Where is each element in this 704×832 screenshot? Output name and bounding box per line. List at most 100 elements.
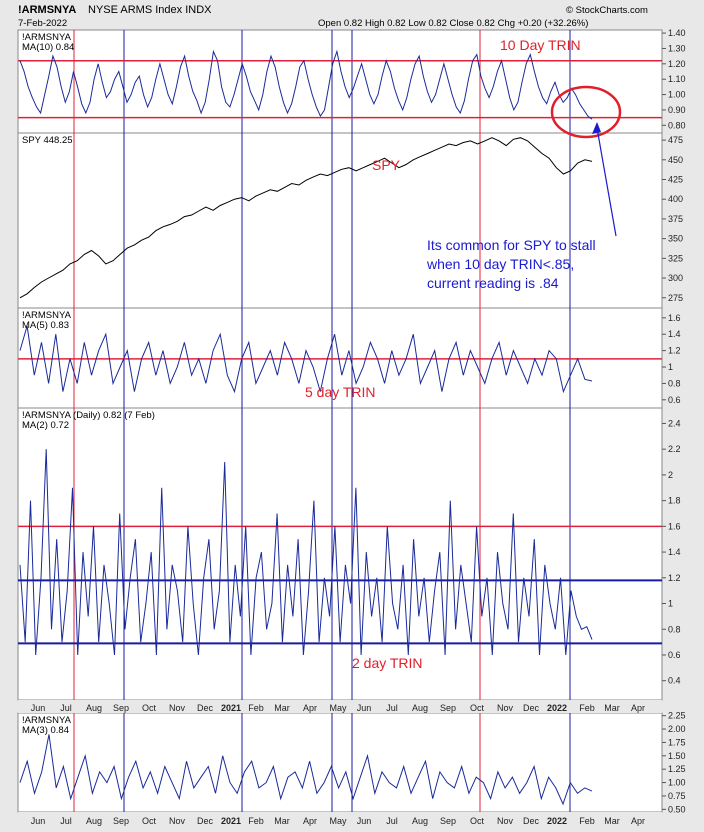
xtick-label-1-19: 2022 xyxy=(547,816,567,826)
xtick-label-0-12: Jun xyxy=(357,703,372,713)
annotation-note-1: Its common for SPY to stall xyxy=(427,237,596,253)
annotation-5day: 5 day TRIN xyxy=(305,384,376,400)
xtick-label-0-19: 2022 xyxy=(547,703,567,713)
header-ohlc: Open 0.82 High 0.82 Low 0.82 Close 0.82 … xyxy=(318,18,588,29)
series-line-2 xyxy=(19,137,593,299)
ytick-label-0-0: 0.80 xyxy=(668,120,686,130)
ytick-label-2-3: 1.2 xyxy=(668,346,681,356)
ytick-label-4-7: 2.25 xyxy=(668,711,686,721)
xtick-label-1-6: Dec xyxy=(197,816,214,826)
panel-1 xyxy=(17,29,663,134)
xtick-label-0-10: Apr xyxy=(303,703,317,713)
ytick-label-4-0: 0.50 xyxy=(668,804,686,814)
ytick-label-1-5: 400 xyxy=(668,194,683,204)
ytick-label-4-2: 1.00 xyxy=(668,778,686,788)
series-line-5 xyxy=(19,734,593,806)
panel-label-p5b: MA(3) 0.84 xyxy=(22,725,69,736)
ytick-label-3-9: 2.2 xyxy=(668,444,681,454)
xtick-label-1-11: May xyxy=(329,816,347,826)
ytick-label-2-1: 0.8 xyxy=(668,378,681,388)
ytick-label-1-3: 350 xyxy=(668,234,683,244)
xtick-label-1-8: Feb xyxy=(248,816,264,826)
panel-label-p4b: MA(2) 0.72 xyxy=(22,420,69,431)
xtick-label-0-0: Jun xyxy=(31,703,46,713)
highlight-circle xyxy=(550,85,622,139)
xtick-label-1-7: 2021 xyxy=(221,816,241,826)
header-date: 7-Feb-2022 xyxy=(18,18,67,29)
ytick-label-2-5: 1.6 xyxy=(668,313,681,323)
xtick-label-0-6: Dec xyxy=(197,703,214,713)
panel-label-p3a: !ARMSNYA xyxy=(22,310,72,321)
series-line-3 xyxy=(19,325,593,394)
header-name: NYSE ARMS Index INDX xyxy=(88,4,212,16)
xtick-label-0-9: Mar xyxy=(274,703,290,713)
ytick-label-4-1: 0.75 xyxy=(668,791,686,801)
panel-label-p4a: !ARMSNYA (Daily) 0.82 (7 Feb) xyxy=(22,410,155,421)
annotation-arrow xyxy=(596,127,617,237)
ytick-label-1-0: 275 xyxy=(668,293,683,303)
xtick-label-0-13: Jul xyxy=(386,703,398,713)
ytick-label-3-0: 0.4 xyxy=(668,676,681,686)
x-axis-band-1 xyxy=(18,700,662,713)
annotation-spy: SPY xyxy=(372,157,401,173)
xtick-label-0-14: Aug xyxy=(412,703,428,713)
xtick-label-1-17: Nov xyxy=(497,816,514,826)
header-symbol: !ARMSNYA xyxy=(18,4,76,16)
ytick-label-1-1: 300 xyxy=(668,273,683,283)
panel-3 xyxy=(17,307,663,409)
ytick-label-2-2: 1 xyxy=(668,362,673,372)
ytick-label-2-4: 1.4 xyxy=(668,329,681,339)
panel-label-p5a: !ARMSNYA xyxy=(22,715,72,726)
xtick-label-1-5: Nov xyxy=(169,816,186,826)
xtick-label-0-22: Apr xyxy=(631,703,645,713)
ytick-label-1-6: 425 xyxy=(668,175,683,185)
annotation-2day: 2 day TRIN xyxy=(352,655,423,671)
xtick-label-0-21: Mar xyxy=(604,703,620,713)
ytick-label-4-5: 1.75 xyxy=(668,737,686,747)
series-line-1 xyxy=(19,49,593,120)
annotation-10day: 10 Day TRIN xyxy=(500,37,581,53)
panel-2 xyxy=(17,132,663,309)
x-axis-band-2 xyxy=(18,812,662,828)
panel-label-p1b: MA(10) 0.84 xyxy=(22,42,74,53)
xtick-label-0-5: Nov xyxy=(169,703,186,713)
xtick-label-0-11: May xyxy=(329,703,347,713)
ytick-label-2-0: 0.6 xyxy=(668,395,681,405)
xtick-label-0-1: Jul xyxy=(60,703,72,713)
xtick-label-1-15: Sep xyxy=(440,816,456,826)
panel-4 xyxy=(17,407,663,701)
xtick-label-0-2: Aug xyxy=(86,703,102,713)
xtick-label-1-14: Aug xyxy=(412,816,428,826)
ytick-label-1-7: 450 xyxy=(668,155,683,165)
xtick-label-1-2: Aug xyxy=(86,816,102,826)
xtick-label-1-3: Sep xyxy=(113,816,129,826)
xtick-label-1-10: Apr xyxy=(303,816,317,826)
xtick-label-0-18: Dec xyxy=(523,703,540,713)
ytick-label-3-1: 0.6 xyxy=(668,650,681,660)
ytick-label-0-4: 1.20 xyxy=(668,59,686,69)
xtick-label-1-4: Oct xyxy=(142,816,157,826)
header-brand: © StockCharts.com xyxy=(566,5,648,16)
ytick-label-1-2: 325 xyxy=(668,253,683,263)
xtick-label-0-4: Oct xyxy=(142,703,157,713)
xtick-label-0-20: Feb xyxy=(579,703,595,713)
ytick-label-1-8: 475 xyxy=(668,135,683,145)
series-line-4 xyxy=(19,449,593,656)
ytick-label-1-4: 375 xyxy=(668,214,683,224)
xtick-label-1-16: Oct xyxy=(470,816,485,826)
xtick-label-0-17: Nov xyxy=(497,703,514,713)
ytick-label-0-5: 1.30 xyxy=(668,43,686,53)
ytick-label-4-6: 2.00 xyxy=(668,724,686,734)
ytick-label-4-3: 1.25 xyxy=(668,764,686,774)
panel-label-p1a: !ARMSNYA xyxy=(22,32,72,43)
ytick-label-3-6: 1.6 xyxy=(668,521,681,531)
xtick-label-0-8: Feb xyxy=(248,703,264,713)
ytick-label-3-7: 1.8 xyxy=(668,496,681,506)
ytick-label-3-3: 1 xyxy=(668,599,673,609)
annotation-note-3: current reading is .84 xyxy=(427,275,559,291)
xtick-label-0-3: Sep xyxy=(113,703,129,713)
xtick-label-1-18: Dec xyxy=(523,816,540,826)
xtick-label-1-21: Mar xyxy=(604,816,620,826)
xtick-label-1-1: Jul xyxy=(60,816,72,826)
